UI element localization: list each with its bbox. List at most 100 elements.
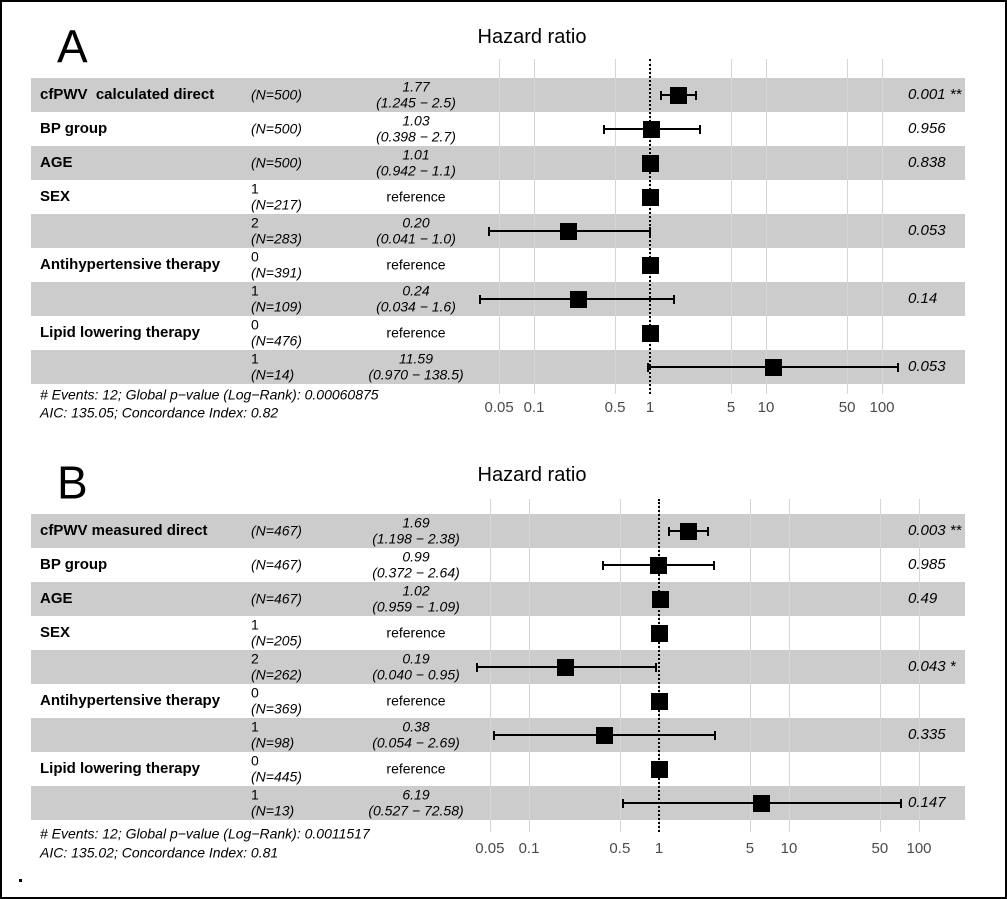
- artifact-dot: [19, 879, 22, 882]
- x-gridline: [731, 59, 733, 394]
- row-band: [31, 146, 965, 180]
- ci-cap-right: [655, 662, 658, 672]
- hr-marker: [650, 760, 668, 778]
- level-value: 2: [251, 214, 259, 231]
- sample-size: (N=14): [251, 366, 295, 383]
- ci-cap-right: [712, 560, 715, 570]
- x-tick-label: 50: [838, 398, 856, 416]
- panel-letter-a: A: [57, 20, 88, 73]
- row-band: [31, 582, 965, 616]
- ci-cap-left: [621, 798, 624, 808]
- x-gridline: [882, 59, 883, 394]
- reference-label: reference: [386, 624, 446, 641]
- sample-size: (N=109): [251, 298, 302, 315]
- reference-label: reference: [386, 324, 446, 341]
- sample-size: (N=500): [251, 86, 302, 103]
- estimate-value: 1.03: [402, 112, 430, 129]
- ci-text: (0.054 − 2.69): [372, 734, 460, 751]
- ci-cap-right: [897, 362, 900, 372]
- sample-size: (N=445): [251, 768, 302, 785]
- x-tick-label: 0.1: [523, 398, 545, 416]
- level-value: 1: [251, 282, 259, 299]
- x-tick-label: 0.05: [484, 398, 514, 416]
- p-value: 0.053: [908, 221, 946, 239]
- variable-label: cfPWV calculated direct: [40, 85, 215, 103]
- ci-cap-left: [647, 362, 650, 372]
- sample-size: (N=13): [251, 802, 295, 819]
- ci-cap-right: [672, 294, 675, 304]
- sample-size: (N=369): [251, 700, 302, 717]
- estimate-value: 1.69: [402, 514, 430, 531]
- level-value: 0: [251, 684, 259, 701]
- estimate-value: 11.59: [399, 350, 433, 367]
- p-value: 0.003 **: [908, 521, 962, 539]
- ci-cap-right: [695, 90, 698, 100]
- sample-size: (N=500): [251, 154, 302, 171]
- x-gridline: [619, 499, 621, 832]
- x-gridline: [766, 59, 767, 394]
- estimate-value: 0.38: [402, 718, 430, 735]
- level-value: 1: [251, 350, 259, 367]
- x-gridline: [749, 499, 751, 832]
- x-tick-label: 1: [654, 839, 664, 857]
- sample-size: (N=467): [251, 590, 302, 607]
- sample-size: (N=391): [251, 264, 302, 281]
- variable-label: Antihypertensive therapy: [40, 691, 221, 709]
- ci-cap-left: [478, 294, 481, 304]
- estimate-value: 0.20: [402, 214, 430, 231]
- x-tick-label: 5: [745, 839, 755, 857]
- x-gridline: [919, 499, 920, 832]
- ci-cap-right: [699, 124, 702, 134]
- panel-title-b: Hazard ratio: [477, 464, 587, 486]
- x-tick-label: 10: [780, 839, 798, 857]
- estimate-value: 1.02: [402, 582, 430, 599]
- estimate-value: 1.77: [402, 78, 430, 95]
- hr-marker: [595, 726, 613, 744]
- variable-label: Lipid lowering therapy: [40, 323, 201, 341]
- sample-size: (N=262): [251, 666, 302, 683]
- x-tick-label: 100: [906, 839, 932, 857]
- x-tick-label: 0.1: [518, 839, 540, 857]
- ci-text: (0.398 − 2.7): [376, 128, 456, 145]
- panel-title-a: Hazard ratio: [477, 26, 587, 48]
- x-tick-label: 10: [757, 398, 775, 416]
- p-value: 0.14: [908, 289, 938, 307]
- x-tick-label: 50: [871, 839, 889, 857]
- ci-cap-left: [602, 560, 605, 570]
- p-value: 0.335: [908, 725, 946, 743]
- hr-marker: [641, 324, 659, 342]
- variable-label: Lipid lowering therapy: [40, 759, 201, 777]
- hr-marker: [650, 692, 668, 710]
- level-value: 0: [251, 248, 259, 265]
- level-value: 1: [251, 786, 259, 803]
- level-value: 1: [251, 616, 259, 633]
- x-gridline: [489, 499, 491, 832]
- p-value: 0.001 **: [908, 85, 962, 103]
- reference-label: reference: [386, 188, 446, 205]
- ci-text: (0.372 − 2.64): [372, 564, 460, 581]
- row-band: [31, 78, 965, 112]
- variable-label: cfPWV measured direct: [40, 521, 208, 539]
- footer-events-a: # Events: 12; Global p−value (Log−Rank):…: [40, 386, 379, 403]
- estimate-value: 6.19: [402, 786, 430, 803]
- sample-size: (N=500): [251, 120, 302, 137]
- variable-label: Antihypertensive therapy: [40, 255, 221, 273]
- p-value: 0.985: [908, 555, 946, 573]
- x-gridline: [847, 59, 849, 394]
- row-band: [31, 514, 965, 548]
- ci-cap-left: [602, 124, 605, 134]
- hr-marker: [764, 358, 782, 376]
- x-gridline: [534, 59, 535, 394]
- p-value: 0.838: [908, 153, 946, 171]
- reference-label: reference: [386, 256, 446, 273]
- hr-marker: [651, 590, 669, 608]
- variable-label: SEX: [40, 187, 71, 205]
- ci-text: (0.041 − 1.0): [376, 230, 456, 247]
- ci-cap-left: [488, 226, 491, 236]
- level-value: 1: [251, 718, 259, 735]
- ci-text: (0.959 − 1.09): [372, 598, 460, 615]
- sample-size: (N=283): [251, 230, 302, 247]
- hr-marker: [649, 556, 667, 574]
- hr-marker: [556, 658, 574, 676]
- variable-label: SEX: [40, 623, 71, 641]
